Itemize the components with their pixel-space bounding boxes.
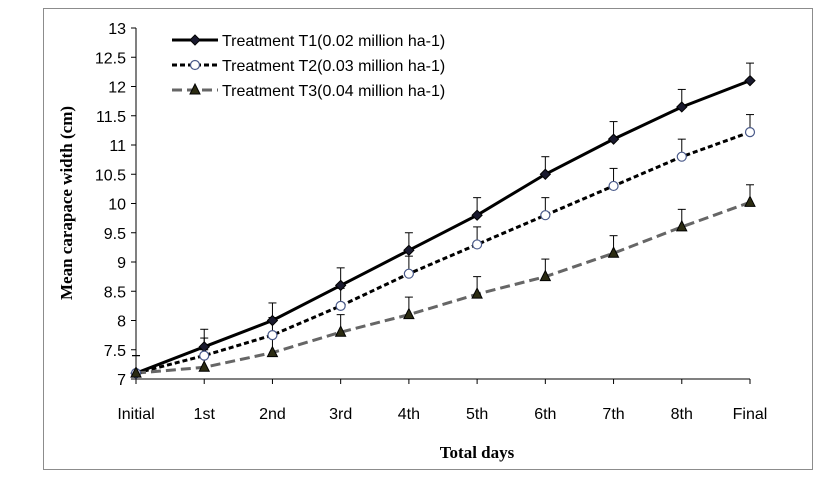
x-axis-title: Total days	[440, 443, 515, 462]
series-line-2	[135, 130, 751, 375]
marker-diamond	[198, 341, 210, 353]
marker-triangle	[130, 366, 142, 378]
y-axis-title: Mean carapace width (cm)	[57, 106, 76, 300]
y-axis-ticks: 7 7.5 8 8.5 9 9.5 10 10.5 11 11.5 12 12.5 13	[95, 21, 136, 389]
marker-diamond	[471, 209, 483, 221]
y-tick-label: 12.5	[95, 50, 126, 67]
marker-diamond	[334, 279, 347, 292]
marker-triangle	[744, 195, 756, 207]
marker-triangle	[266, 345, 279, 358]
x-tick-label: 2nd	[259, 406, 286, 423]
y-tick-label: 8.5	[104, 284, 126, 301]
marker-diamond	[403, 244, 415, 257]
marker-open-circle	[267, 330, 278, 341]
series-markers	[130, 74, 756, 379]
marker-triangle	[334, 325, 347, 337]
y-tick-label: 8	[117, 314, 126, 331]
marker-open-circle	[676, 151, 687, 162]
marker-triangle	[471, 287, 483, 299]
marker-diamond	[676, 101, 688, 113]
marker-triangle	[189, 82, 201, 95]
x-tick-label: 5th	[466, 406, 488, 423]
marker-triangle	[539, 269, 552, 282]
marker-open-circle	[540, 210, 551, 221]
x-tick-label: 8th	[671, 406, 693, 423]
series-line-1	[135, 79, 751, 375]
y-tick-label: 9	[117, 255, 126, 272]
marker-open-circle	[189, 59, 201, 71]
marker-diamond	[744, 74, 756, 87]
legend-label: Treatment T2(0.03 million ha-1)	[222, 58, 445, 75]
marker-triangle	[403, 307, 415, 320]
x-tick-label: 7th	[602, 406, 624, 423]
marker-triangle	[607, 246, 620, 258]
y-tick-label: 7.5	[104, 343, 126, 360]
marker-open-circle	[199, 350, 210, 361]
marker-diamond	[189, 34, 201, 46]
x-tick-label: Final	[733, 406, 768, 423]
x-axis-ticks: Initial 1st 2nd 3rd 4th 5th 6th 7th 8th Final	[117, 379, 767, 423]
marker-open-circle	[403, 268, 414, 279]
x-tick-label: 4th	[398, 406, 420, 423]
marker-triangle	[198, 360, 211, 372]
y-tick-label: 7	[117, 372, 126, 389]
y-tick-label: 11.5	[96, 109, 126, 126]
legend-label: Treatment T3(0.04 million ha-1)	[222, 83, 445, 100]
error-bars	[132, 62, 754, 374]
series-lines	[135, 79, 751, 375]
x-tick-label: 1st	[194, 406, 216, 423]
x-tick-label: 6th	[534, 406, 556, 423]
marker-open-circle	[744, 127, 756, 138]
marker-open-circle	[472, 239, 483, 250]
marker-triangle	[675, 219, 688, 232]
marker-diamond	[539, 168, 552, 180]
legend-label: Treatment T1(0.02 million ha-1)	[222, 33, 445, 50]
legend: Treatment T1(0.02 million ha-1) Treatment…	[172, 33, 445, 100]
y-tick-label: 12	[108, 80, 126, 97]
y-tick-label: 10	[108, 197, 126, 214]
y-tick-label: 13	[108, 21, 126, 38]
marker-open-circle	[335, 300, 346, 311]
y-tick-label: 9.5	[104, 226, 126, 243]
y-tick-label: 10.5	[95, 167, 126, 184]
marker-open-circle	[608, 180, 619, 192]
marker-diamond	[266, 314, 279, 327]
x-tick-label: Initial	[117, 406, 154, 423]
series-line-3	[135, 200, 751, 375]
y-tick-label: 11	[109, 138, 126, 155]
axes	[135, 28, 750, 380]
marker-diamond	[607, 133, 620, 145]
x-tick-label: 3rd	[329, 406, 352, 423]
